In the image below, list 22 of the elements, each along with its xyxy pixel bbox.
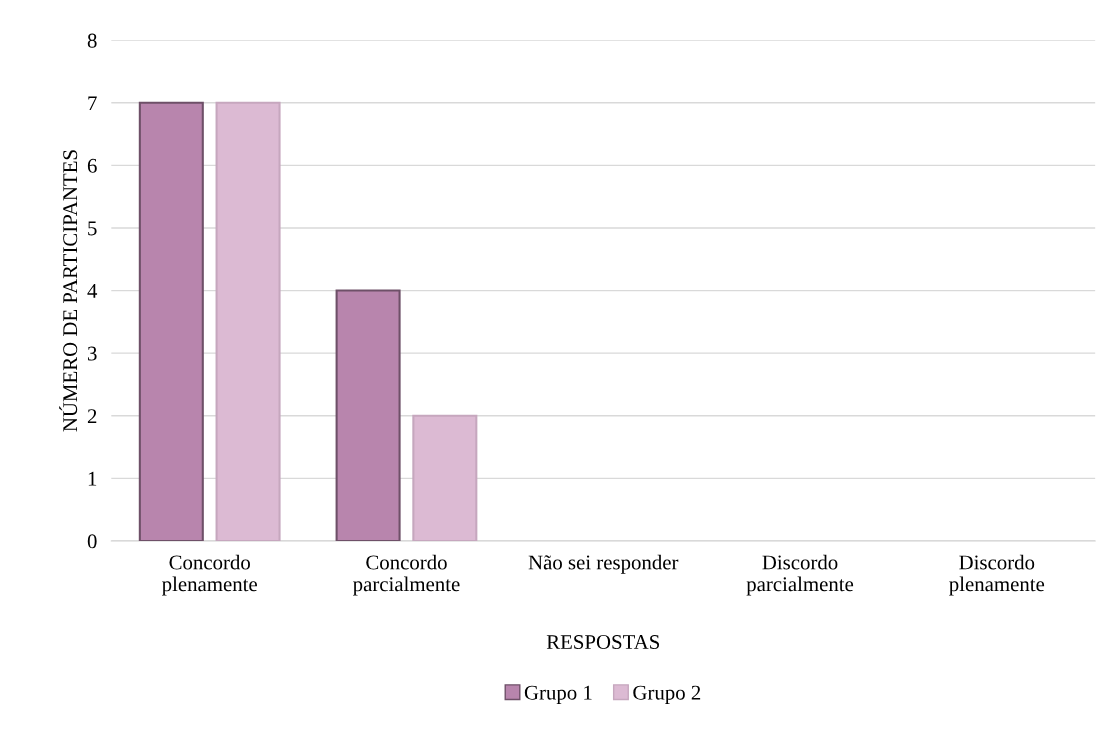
y-tick-label: 5 <box>88 221 97 236</box>
legend-label: Grupo 1 <box>524 685 592 704</box>
x-tick-label: Discordo plenamente <box>949 554 1045 596</box>
y-axis-title: NÚMERO DE PARTICIPANTES <box>59 150 78 432</box>
bar <box>335 289 401 541</box>
y-tick-label: 3 <box>87 346 97 361</box>
x-tick-label: Discordo parcialmente <box>746 554 854 596</box>
x-tick-label: Concordo parcialmente <box>353 554 460 596</box>
x-tick-label: Não sei responder <box>528 554 679 574</box>
y-tick-label: 0 <box>87 534 97 549</box>
y-tick-label: 7 <box>88 96 97 111</box>
y-tick-label: 1 <box>88 471 97 486</box>
y-tick-label: 4 <box>87 284 98 298</box>
bar <box>412 414 478 541</box>
x-tick-label: Concordo plenamente <box>162 554 257 596</box>
bar <box>138 101 204 541</box>
legend-label: Grupo 2 <box>633 685 701 704</box>
x-axis-title: RESPOSTAS <box>546 635 660 650</box>
y-tick-label: 8 <box>87 33 97 48</box>
y-tick-label: 2 <box>87 409 97 423</box>
y-tick-label: 6 <box>87 158 97 173</box>
bar <box>215 101 281 541</box>
